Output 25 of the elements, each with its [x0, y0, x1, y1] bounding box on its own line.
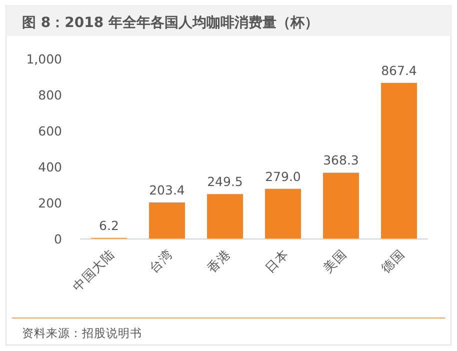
y-tick-label: 0	[54, 232, 62, 246]
data-label: 368.3	[323, 152, 359, 168]
y-tick-label: 600	[38, 124, 62, 138]
data-label: 249.5	[207, 174, 243, 190]
x-tick-label: 美国	[320, 246, 350, 276]
chart-title: 图 8：2018 年全年各国人均咖啡消费量（杯）	[22, 15, 318, 31]
x-tick-label: 德国	[378, 246, 408, 276]
x-tick-label: 香港	[204, 246, 234, 276]
text: 资料来源：招股说明书	[22, 326, 142, 340]
data-label: 867.4	[381, 62, 417, 78]
bar	[207, 194, 243, 239]
y-tick-label: 200	[38, 196, 62, 210]
bar	[323, 172, 359, 239]
x-tick-label: 台湾	[146, 246, 176, 276]
y-tick-label: 1,000	[26, 52, 62, 66]
y-tick-label: 800	[38, 88, 62, 102]
x-tick-label: 日本	[262, 246, 292, 276]
data-label: 203.4	[149, 182, 185, 198]
y-tick-label: 400	[38, 160, 62, 174]
data-label: 6.2	[99, 218, 119, 233]
x-tick-label: 中国大陆	[70, 246, 118, 294]
data-label: 279.0	[265, 168, 301, 184]
bar	[149, 202, 185, 239]
bar	[265, 188, 301, 239]
bar	[381, 82, 417, 239]
